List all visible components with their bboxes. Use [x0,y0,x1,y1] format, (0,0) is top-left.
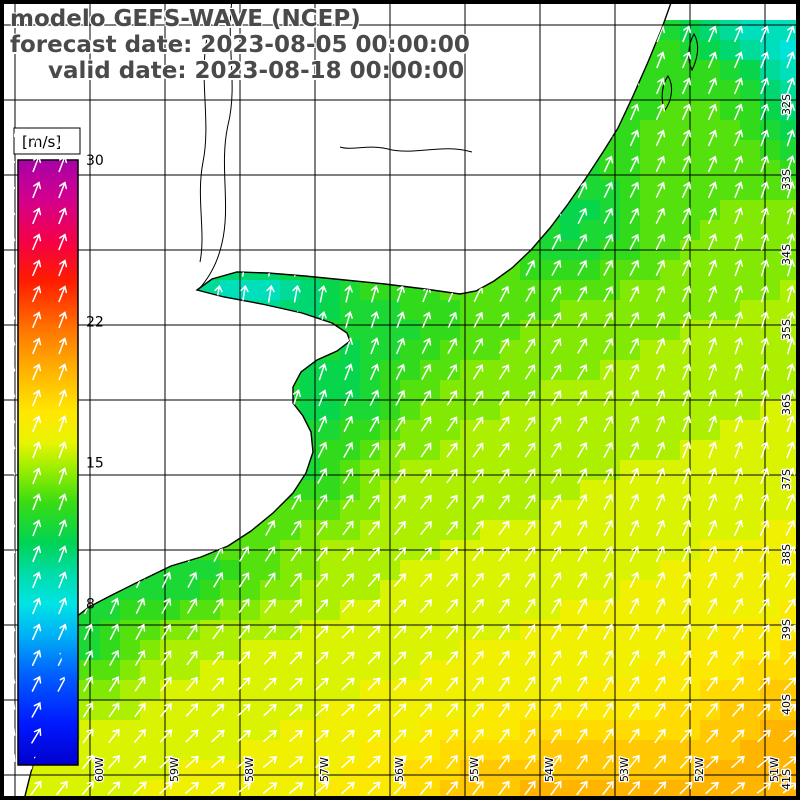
lon-tick-label: 53W [618,757,631,782]
lat-tick-label: 35S [780,319,793,340]
lon-tick-label: 52W [693,757,706,782]
colorbar: [m/s] 30 22 15 8 [13,127,104,766]
lat-tick-label: 32S [780,94,793,115]
land-area [0,0,672,800]
lon-tick-label: 54W [543,757,556,782]
colorbar-tick-label: 30 [86,153,104,169]
lon-tick-label: 57W [318,757,331,782]
colorbar-unit-label: [m/s] [22,133,61,151]
lat-tick-label: 33S [780,169,793,190]
lat-axis-labels: 32S 33S 34S 35S 36S 37S 38S 39S 40S 41S [779,93,795,791]
lat-tick-label: 38S [780,544,793,565]
lat-tick-label: 40S [780,694,793,715]
lon-tick-label: 55W [468,757,481,782]
lon-tick-label: 51W [768,757,781,782]
lat-tick-label: 36S [780,394,793,415]
lon-tick-label: 56W [393,757,406,782]
colorbar-gradient [17,159,79,766]
colorbar-tick-label: 22 [86,314,104,330]
lon-tick-label: 59W [168,757,181,782]
lon-tick-label: 60W [93,757,106,782]
colorbar-unit-box [13,127,81,155]
lat-tick-label: 34S [780,244,793,265]
lon-axis-labels: 60W 59W 58W 57W 56W 55W 54W 53W 52W 51W [92,756,783,783]
lat-tick-label: 39S [780,619,793,640]
lon-tick-label: 58W [243,757,256,782]
colorbar-tick-label: 15 [86,456,104,472]
lat-tick-label: 41S [780,769,793,790]
lat-tick-label: 37S [780,469,793,490]
colorbar-tick-label: 8 [86,597,95,613]
river-lines [198,0,473,290]
